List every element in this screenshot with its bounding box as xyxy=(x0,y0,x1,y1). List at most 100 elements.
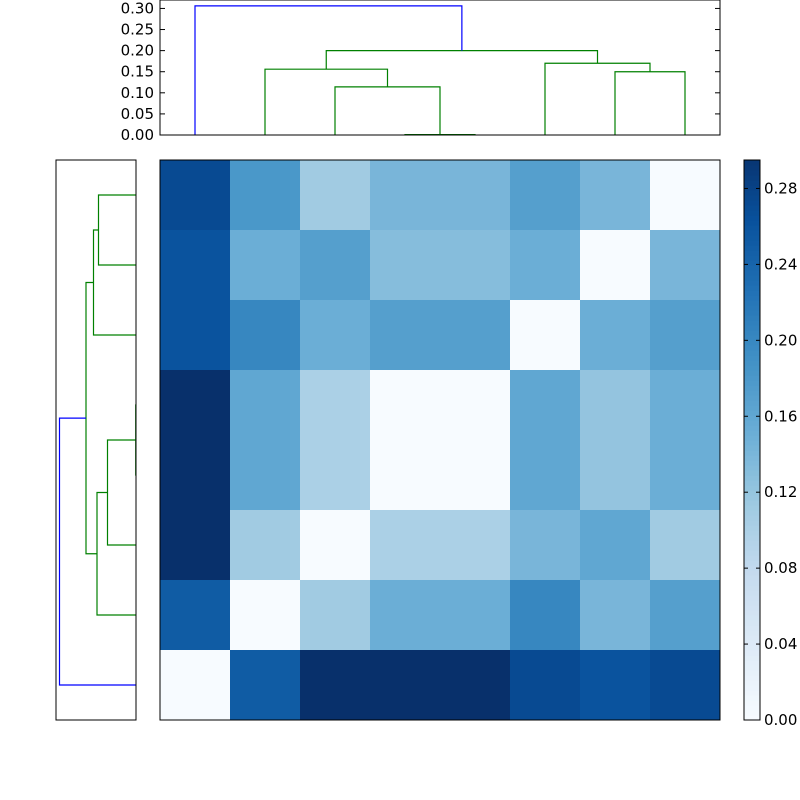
colorbar-segment xyxy=(744,350,760,356)
colorbar-segment xyxy=(744,470,760,476)
heatmap-cell xyxy=(440,580,511,651)
heatmap-cell xyxy=(370,440,441,511)
heatmap-cell xyxy=(580,230,651,301)
colorbar-segment xyxy=(744,170,760,176)
top-dendrogram-link xyxy=(325,50,599,70)
colorbar-segment xyxy=(744,175,760,181)
colorbar-segment xyxy=(744,640,760,646)
colorbar-segment xyxy=(744,625,760,631)
colorbar-segment xyxy=(744,705,760,711)
colorbar-segment xyxy=(744,700,760,706)
colorbar-segment xyxy=(744,210,760,216)
colorbar-segment xyxy=(744,185,760,191)
heatmap-cell xyxy=(440,160,511,231)
top-dendrogram-ytick-label: 0.15 xyxy=(121,63,154,81)
colorbar-segment xyxy=(744,610,760,616)
heatmap-cell xyxy=(230,300,301,371)
colorbar-segment xyxy=(744,405,760,411)
colorbar-segment xyxy=(744,680,760,686)
heatmap-cell xyxy=(370,650,441,721)
top-dendrogram-frame xyxy=(159,0,721,136)
colorbar-segment xyxy=(744,260,760,266)
colorbar-segment xyxy=(744,390,760,396)
heatmap-cell xyxy=(160,650,231,721)
colorbar-segment xyxy=(744,430,760,436)
heatmap-cell xyxy=(650,160,721,231)
heatmap-cell xyxy=(300,160,371,231)
colorbar-segment xyxy=(744,305,760,311)
colorbar-segment xyxy=(744,290,760,296)
colorbar-segment xyxy=(744,510,760,516)
heatmap xyxy=(159,159,721,721)
colorbar-segment xyxy=(744,710,760,716)
colorbar-segment xyxy=(744,295,760,301)
colorbar-segment xyxy=(744,665,760,671)
heatmap-cell xyxy=(300,650,371,721)
top-dendrogram-ytick-label: 0.10 xyxy=(121,84,154,102)
colorbar-segment xyxy=(744,265,760,271)
colorbar-tick-label: 0.28 xyxy=(764,179,797,197)
colorbar-segment xyxy=(744,675,760,681)
heatmap-cell xyxy=(650,580,721,651)
heatmap-cell xyxy=(650,510,721,581)
colorbar-segment xyxy=(744,200,760,206)
colorbar-segment xyxy=(744,240,760,246)
colorbar-segment xyxy=(744,595,760,601)
colorbar-segment xyxy=(744,545,760,551)
colorbar-segment xyxy=(744,400,760,406)
colorbar-segment xyxy=(744,440,760,446)
colorbar-tick-label: 0.24 xyxy=(764,255,797,273)
colorbar-segment xyxy=(744,445,760,451)
colorbar-segment xyxy=(744,190,760,196)
heatmap-cell xyxy=(370,510,441,581)
left-dendrogram-link xyxy=(97,194,136,266)
heatmap-cell xyxy=(580,300,651,371)
colorbar-segment xyxy=(744,520,760,526)
heatmap-cell xyxy=(650,440,721,511)
colorbar-segment xyxy=(744,360,760,366)
colorbar-segment xyxy=(744,235,760,241)
colorbar-segment xyxy=(744,695,760,701)
colorbar-tick-label: 0.12 xyxy=(764,483,797,501)
heatmap-cell xyxy=(440,370,511,441)
heatmap-cell xyxy=(580,650,651,721)
colorbar-segment xyxy=(744,480,760,486)
colorbar-segment xyxy=(744,575,760,581)
colorbar-segment xyxy=(744,365,760,371)
top-dendrogram-link xyxy=(264,68,389,135)
heatmap-cell xyxy=(580,440,651,511)
colorbar-segment xyxy=(744,340,760,346)
colorbar-segment xyxy=(744,165,760,171)
colorbar-segment xyxy=(744,395,760,401)
top-dendrogram-link xyxy=(194,5,463,135)
colorbar-segment xyxy=(744,160,760,166)
colorbar-segment xyxy=(744,335,760,341)
colorbar-segment xyxy=(744,560,760,566)
colorbar-segment xyxy=(744,630,760,636)
heatmap-cell xyxy=(580,510,651,581)
colorbar-tick-label: 0.16 xyxy=(764,407,797,425)
heatmap-cell xyxy=(300,510,371,581)
colorbar-segment xyxy=(744,530,760,536)
colorbar-segment xyxy=(744,495,760,501)
heatmap-cell xyxy=(230,650,301,721)
colorbar-segment xyxy=(744,670,760,676)
heatmap-cell xyxy=(510,300,581,371)
heatmap-cell xyxy=(370,160,441,231)
left-dendrogram-link xyxy=(85,281,97,555)
top-dendrogram-ytick-label: 0.25 xyxy=(121,21,154,39)
colorbar-segment xyxy=(744,420,760,426)
colorbar-segment xyxy=(744,345,760,351)
colorbar-segment xyxy=(744,285,760,291)
colorbar-segment xyxy=(744,615,760,621)
heatmap-cell xyxy=(230,510,301,581)
colorbar-segment xyxy=(744,325,760,331)
heatmap-cell xyxy=(160,510,231,581)
left-dendrogram xyxy=(55,159,137,721)
heatmap-cell xyxy=(300,370,371,441)
colorbar-segment xyxy=(744,270,760,276)
top-dendrogram-link xyxy=(544,62,651,135)
colorbar-tick-label: 0.20 xyxy=(764,331,797,349)
heatmap-cell xyxy=(510,650,581,721)
colorbar-segment xyxy=(744,320,760,326)
